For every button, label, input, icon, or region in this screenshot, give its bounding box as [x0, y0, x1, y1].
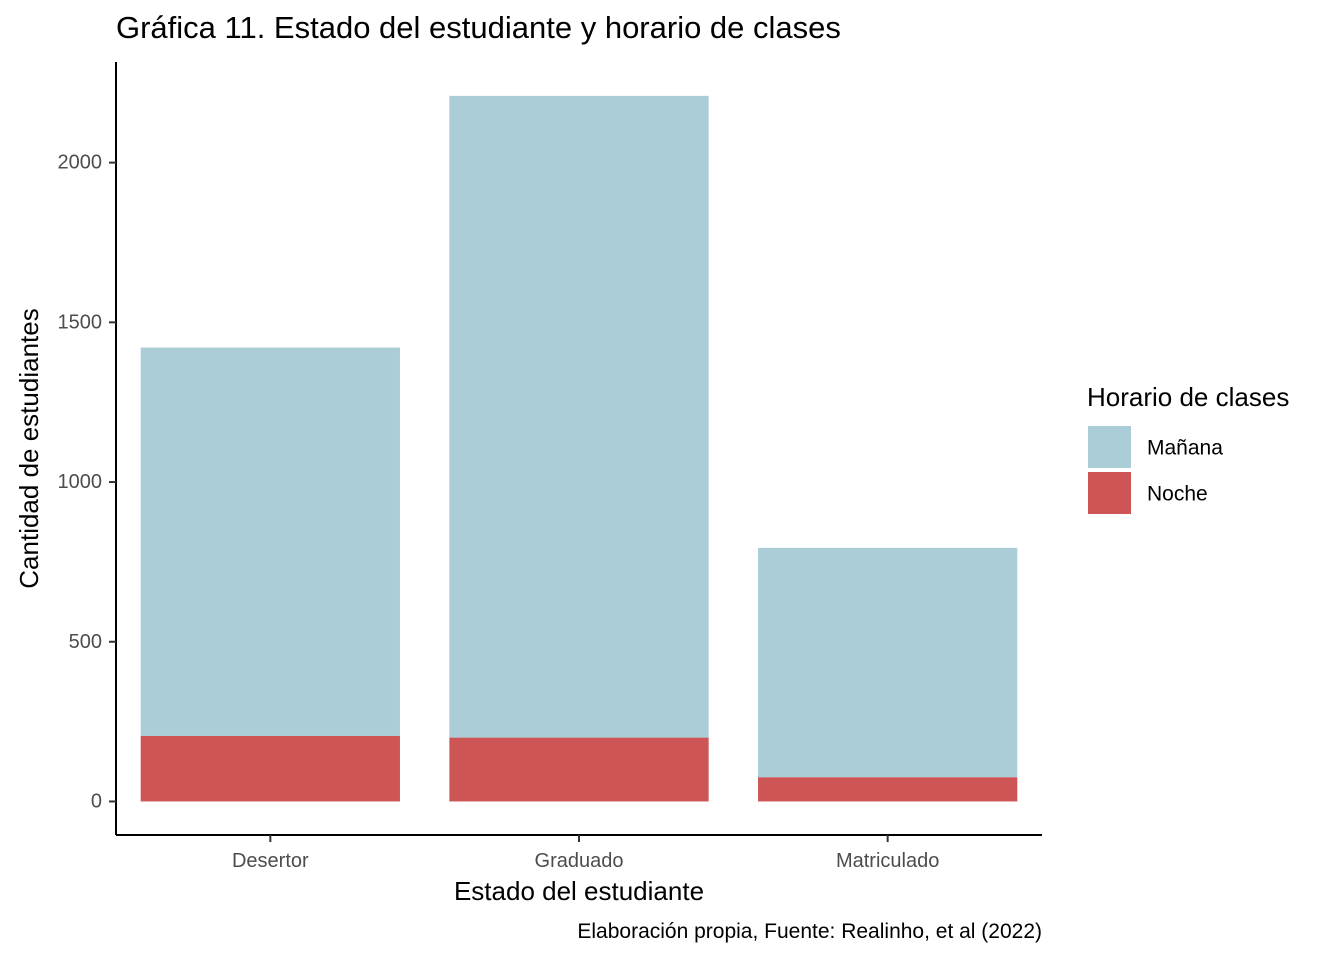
x-axis-title: Estado del estudiante	[454, 876, 704, 906]
x-tick-label: Matriculado	[836, 850, 939, 872]
y-tick-label: 1500	[58, 311, 103, 333]
y-tick-label: 1000	[58, 471, 103, 493]
x-tick-label: Graduado	[535, 850, 624, 872]
bar-noche-desertor	[140, 735, 400, 802]
x-tick-label: Desertor	[232, 850, 309, 872]
legend: Horario de clases Mañana Noche	[1087, 382, 1289, 514]
legend-swatch-noche	[1088, 472, 1131, 514]
bar-noche-graduado	[449, 737, 709, 802]
y-tick-label: 500	[69, 631, 102, 653]
chart-title: Gráfica 11. Estado del estudiante y hora…	[116, 10, 841, 45]
chart-caption: Elaboración propia, Fuente: Realinho, et…	[577, 920, 1042, 943]
axes-layer: 0 500 1000 1500 2000 Desertor Graduado Matricul…	[14, 62, 1042, 906]
bar-noche-matriculado	[758, 777, 1018, 802]
bar-mañana-matriculado	[758, 547, 1018, 778]
y-tick-label: 0	[91, 790, 102, 812]
legend-title: Horario de clases	[1087, 382, 1289, 412]
bar-mañana-graduado	[449, 95, 709, 738]
legend-label-noche: Noche	[1147, 483, 1208, 506]
legend-label-mañana: Mañana	[1147, 437, 1223, 460]
bar-mañana-desertor	[140, 347, 400, 736]
y-tick-label: 2000	[58, 152, 103, 174]
y-axis-title: Cantidad de estudiantes	[14, 308, 44, 588]
bars-layer	[140, 95, 1018, 802]
legend-swatch-mañana	[1088, 426, 1131, 468]
